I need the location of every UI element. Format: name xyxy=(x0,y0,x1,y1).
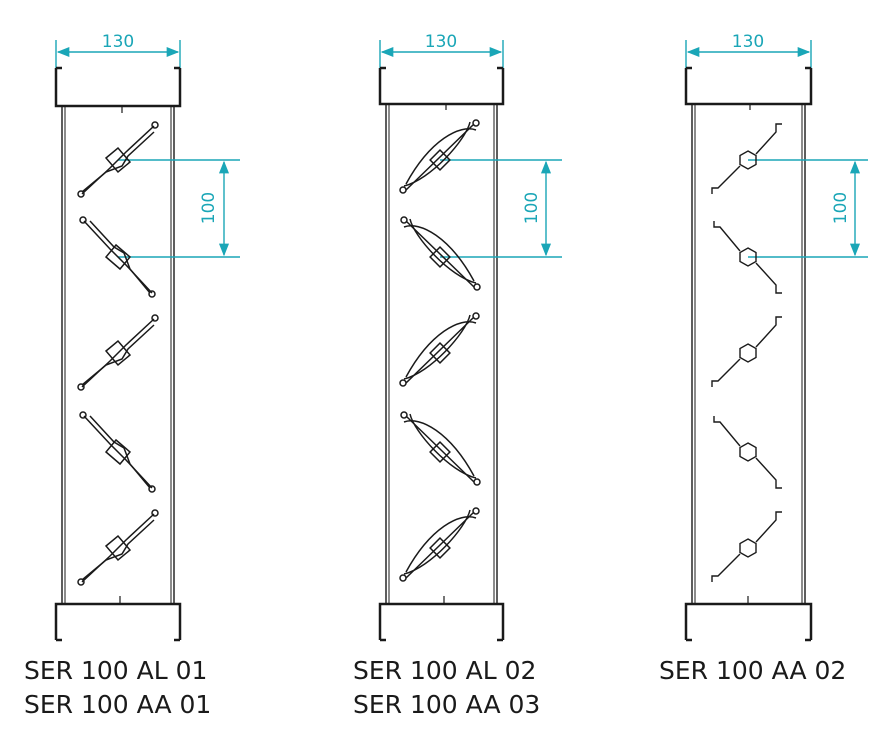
width-dimension-label: 130 xyxy=(425,32,457,52)
damper-frame xyxy=(378,66,505,642)
blade xyxy=(711,511,782,582)
blade xyxy=(399,119,480,194)
damper-frame xyxy=(54,66,182,642)
panel-2-caption: SER 100 AL 02 SER 100 AA 03 xyxy=(353,654,540,722)
blade xyxy=(77,314,159,391)
blade xyxy=(713,416,782,489)
damper-section-3: 130 100 xyxy=(684,32,868,642)
panel-1-caption: SER 100 AL 01 SER 100 AA 01 xyxy=(24,654,211,722)
blade xyxy=(77,509,159,586)
blade xyxy=(77,121,159,198)
panel-3-caption: SER 100 AA 02 xyxy=(659,654,846,688)
width-dimension xyxy=(379,40,504,68)
blade xyxy=(79,411,156,493)
blade xyxy=(713,221,782,294)
blades xyxy=(711,123,782,582)
damper-section-1: 130 100 xyxy=(54,32,240,642)
blade xyxy=(400,216,481,291)
pitch-dimension-label: 100 xyxy=(522,192,542,224)
pitch-dimension xyxy=(118,159,240,258)
width-dimension-label: 130 xyxy=(102,32,134,52)
model-code: SER 100 AA 01 xyxy=(24,690,212,719)
blade xyxy=(711,316,782,387)
width-dimension-label: 130 xyxy=(732,32,764,52)
pitch-dimension-label: 100 xyxy=(199,192,219,224)
pitch-dimension xyxy=(440,159,562,258)
blade xyxy=(400,411,481,486)
width-dimension xyxy=(685,40,812,68)
model-code: SER 100 AA 03 xyxy=(353,690,541,719)
pitch-dimension-label: 100 xyxy=(831,192,851,224)
blade xyxy=(399,507,480,582)
model-code: SER 100 AA 02 xyxy=(659,656,847,685)
blades xyxy=(77,121,159,586)
blade xyxy=(399,312,480,387)
blades xyxy=(399,119,481,582)
damper-frame xyxy=(684,66,813,642)
model-code: SER 100 AL 02 xyxy=(353,656,537,685)
blade xyxy=(79,216,156,298)
width-dimension xyxy=(55,40,181,68)
model-code: SER 100 AL 01 xyxy=(24,656,208,685)
blade xyxy=(711,123,782,194)
pitch-dimension xyxy=(748,159,868,258)
damper-section-2: 130 100 xyxy=(378,32,562,642)
